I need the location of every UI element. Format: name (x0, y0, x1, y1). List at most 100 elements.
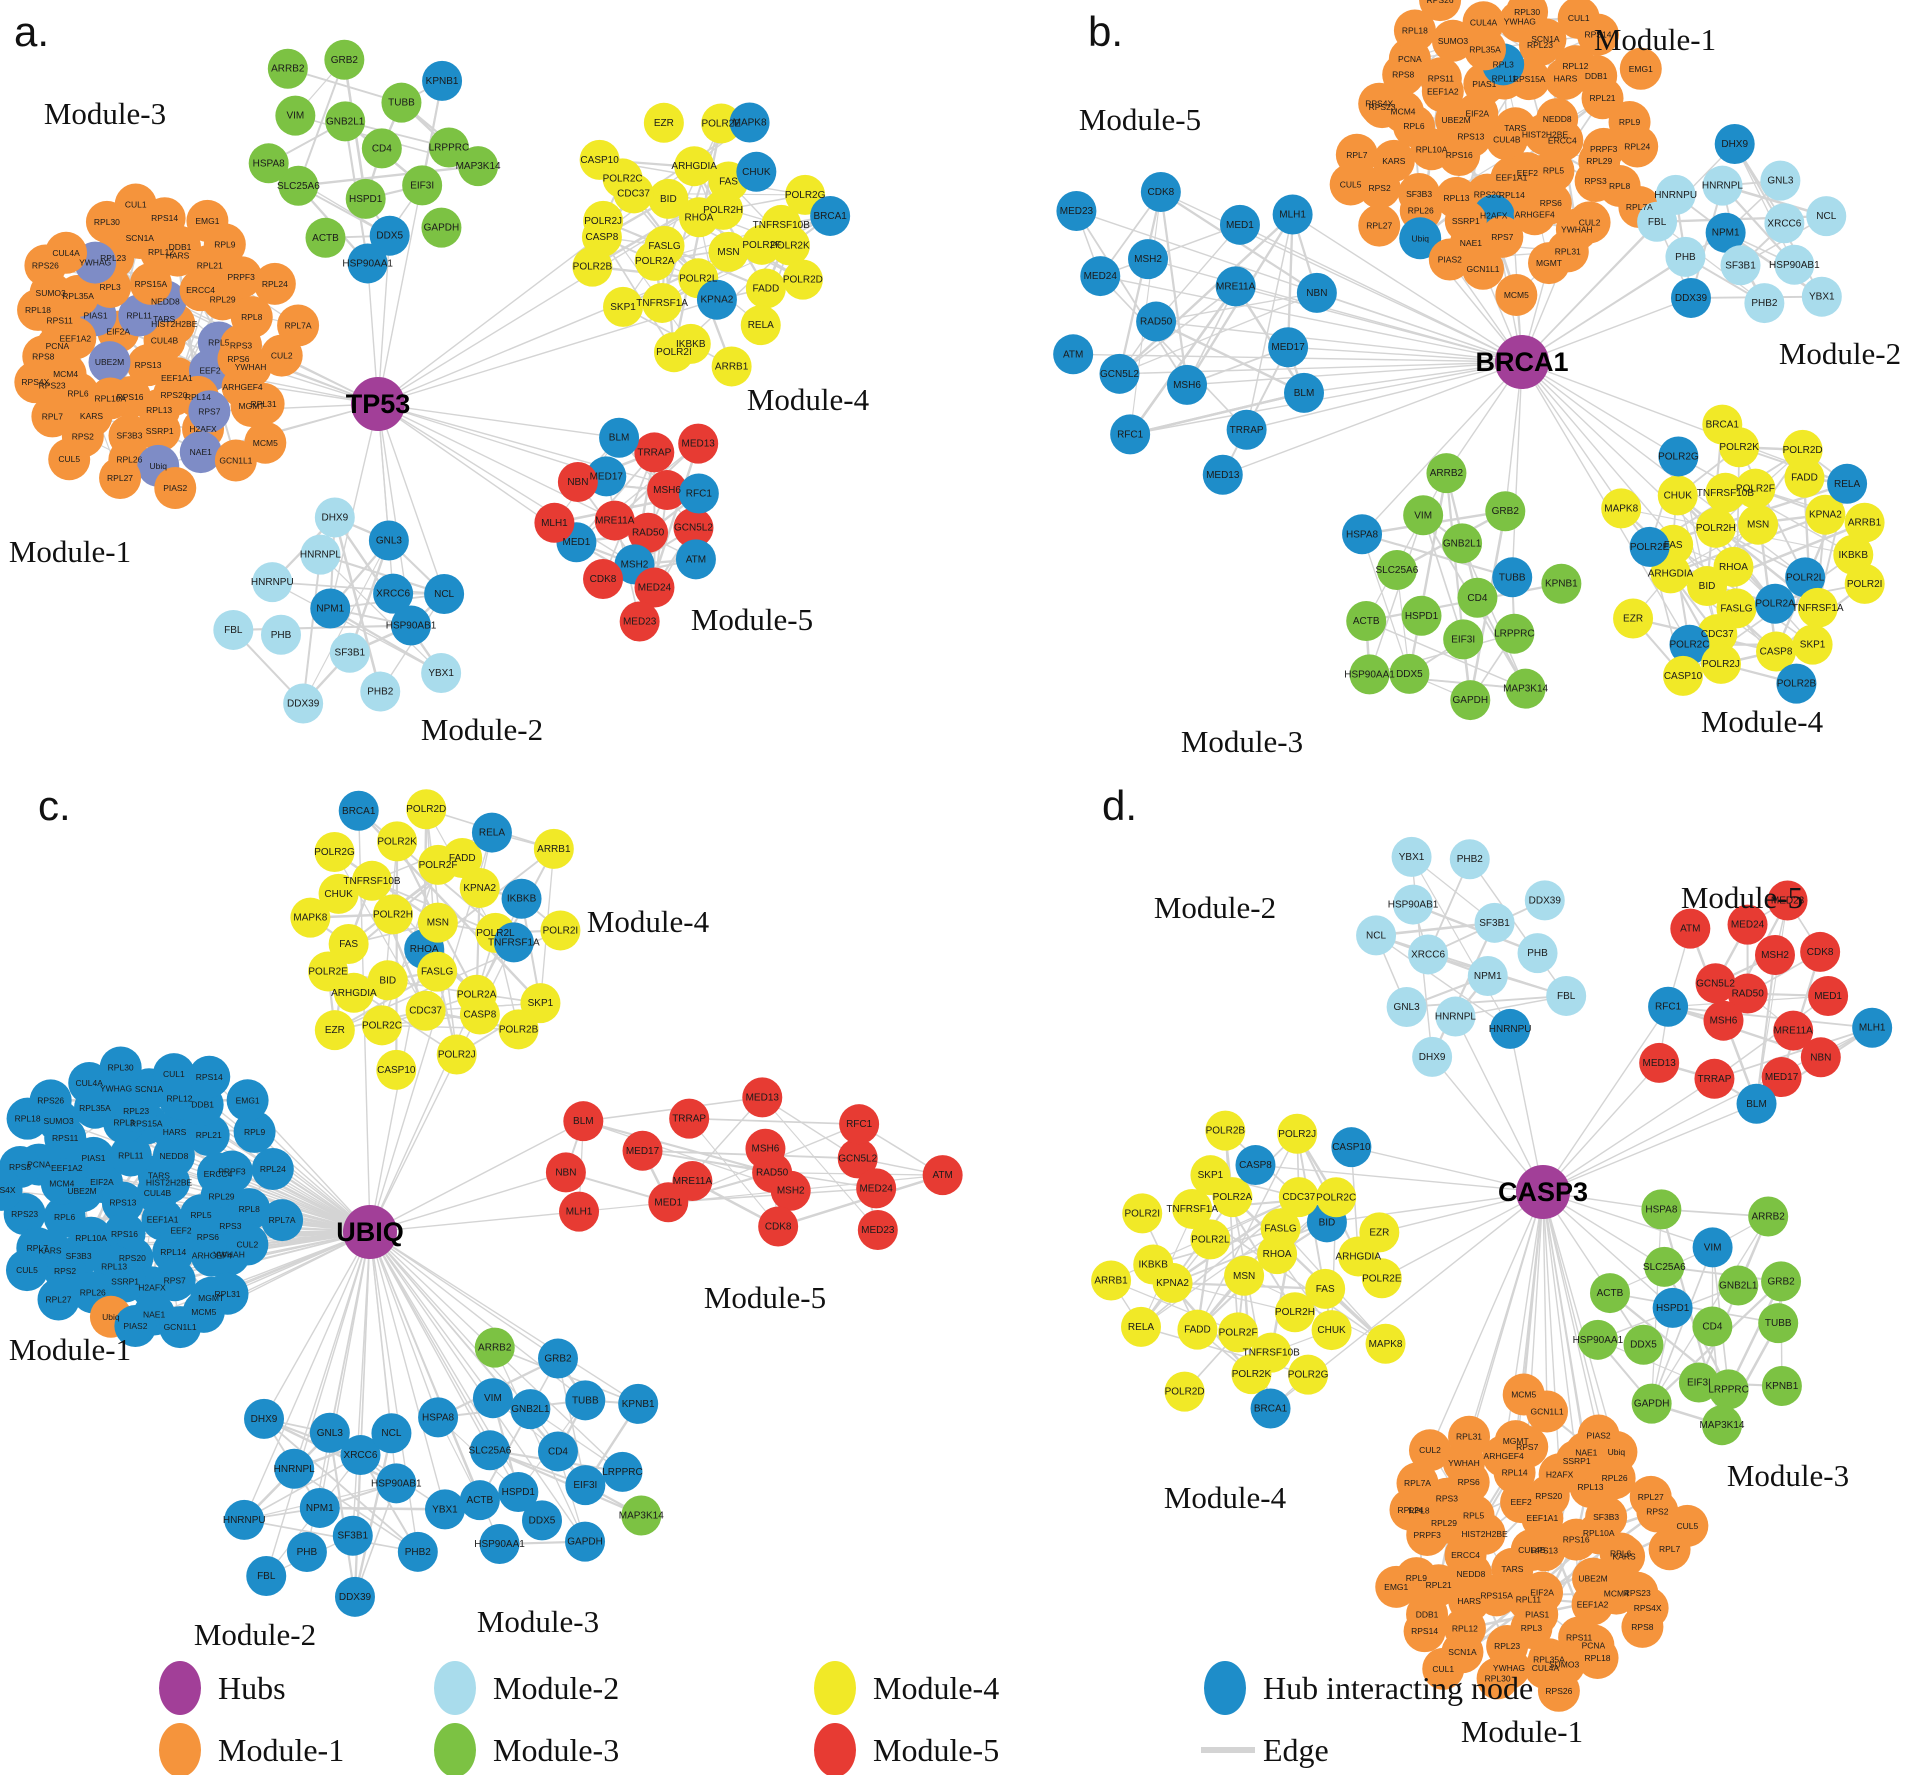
node-FASLG (417, 951, 458, 992)
node-ARHGDIA (674, 146, 715, 187)
node-MED13 (678, 423, 719, 464)
node-RPL7A (1396, 1462, 1439, 1505)
node-CASP10 (1331, 1127, 1372, 1168)
node-VIM (1403, 495, 1444, 536)
legend-label: Hubs (218, 1670, 286, 1706)
hub-edge (1431, 1056, 1544, 1193)
node-ARRB1 (1091, 1260, 1132, 1301)
hub-edge (1542, 1191, 1618, 1453)
node-RPS15A (129, 262, 172, 305)
hub-edge (1542, 1103, 1757, 1193)
node-RFC1 (839, 1104, 880, 1145)
node-GNL3 (368, 520, 409, 561)
node-YBX1 (424, 1489, 465, 1530)
node-MSN (417, 902, 458, 943)
hub-edge (369, 1231, 494, 1399)
hub-edge (1521, 361, 1679, 458)
node-DDX5 (1389, 653, 1430, 694)
hub-edge (1100, 275, 1523, 363)
edge (1099, 275, 1248, 431)
node-EMG1 (1375, 1565, 1418, 1608)
node-PIAS2 (1577, 1414, 1620, 1457)
edge (557, 1358, 587, 1486)
node-RPL31 (1546, 230, 1589, 273)
node-HSPA8 (248, 143, 289, 184)
node-CD4 (1457, 577, 1498, 618)
module-label: Module-5 (1079, 102, 1201, 137)
edge (1728, 1281, 1782, 1390)
node-FBL (213, 609, 254, 650)
node-YBX1 (421, 652, 462, 693)
node-ERCC4 (1541, 119, 1584, 162)
hub-edge (1186, 361, 1523, 386)
node-MAP3K14 (1701, 1405, 1742, 1446)
edge (1172, 1221, 1328, 1284)
node-MSH2 (1128, 239, 1169, 280)
node-FAS (1305, 1268, 1346, 1309)
node-MED13 (1202, 454, 1243, 495)
node-CUL5 (48, 438, 91, 481)
node-GAPDH (1631, 1383, 1672, 1424)
hub-node-UBIQ (343, 1205, 397, 1259)
node-MED13 (742, 1077, 783, 1118)
legend-item-module-3: Module-3 (434, 1723, 619, 1775)
node-FASLG (1260, 1208, 1301, 1249)
node-EZR (643, 102, 684, 143)
node-DDB1 (1575, 54, 1618, 97)
node-RFC1 (1110, 414, 1151, 455)
node-RPL8 (228, 1188, 271, 1231)
node-EIF3I (402, 165, 443, 206)
node-TNFRSF10B (351, 860, 392, 901)
hub-edge (1292, 213, 1523, 363)
module-label: Module-5 (1681, 880, 1803, 915)
node-GCN5L2 (673, 507, 714, 548)
node-TUBB (565, 1380, 606, 1421)
node-SF3B1 (1720, 245, 1761, 286)
node-EMG1 (1619, 47, 1662, 90)
node-CUL2 (1408, 1429, 1451, 1472)
node-PHB2 (360, 671, 401, 712)
node-MLH1 (1852, 1007, 1893, 1048)
node-RAD50 (1727, 973, 1768, 1014)
node-ARRB2 (1748, 1196, 1789, 1237)
legend-label: Module-5 (873, 1732, 999, 1768)
node-HSP90AB1 (391, 605, 432, 646)
node-POLR2D (782, 259, 823, 300)
node-NPM1 (299, 1487, 340, 1528)
node-DDX5 (521, 1500, 562, 1541)
legend-label: Edge (1263, 1732, 1329, 1768)
node-BLM (599, 417, 640, 458)
node-CUL1 (1422, 1647, 1465, 1690)
node-HNRNPL (1702, 165, 1743, 206)
node-RPS4X (1626, 1587, 1669, 1630)
node-MAP3K14 (621, 1495, 662, 1536)
node-BRCA1 (1250, 1388, 1291, 1429)
node-ACTB (459, 1480, 500, 1521)
node-RPS7 (1481, 215, 1524, 258)
node-TNFRSF1A (642, 282, 683, 323)
edge (1375, 934, 1511, 1030)
hub-edge (369, 1171, 567, 1233)
node-PIAS2 (154, 467, 197, 510)
node-POLR2A (1755, 583, 1796, 624)
node-GCN5L2 (1695, 963, 1736, 1004)
node-PRPF3 (1582, 127, 1625, 170)
node-GCN5L2 (1099, 353, 1140, 394)
node-FADD (442, 838, 483, 879)
hub-edge (1429, 1191, 1544, 1451)
hub-edge (1542, 1062, 1660, 1193)
legend-swatch (159, 1661, 201, 1715)
node-CUL5 (5, 1249, 48, 1292)
node-FADD (745, 268, 786, 309)
node-CDC37 (405, 990, 446, 1031)
node-MCM5 (182, 1290, 225, 1333)
node-RPL9 (233, 1110, 276, 1153)
node-CHUK (1657, 475, 1698, 516)
legend-swatch (814, 1723, 856, 1775)
node-RPS26 (29, 1079, 72, 1122)
edge (602, 219, 767, 290)
node-DHX9 (1412, 1036, 1453, 1077)
node-MAPK8 (729, 102, 770, 143)
legend-item-module-1: Module-1 (159, 1723, 344, 1775)
node-HSPD1 (1652, 1287, 1693, 1328)
